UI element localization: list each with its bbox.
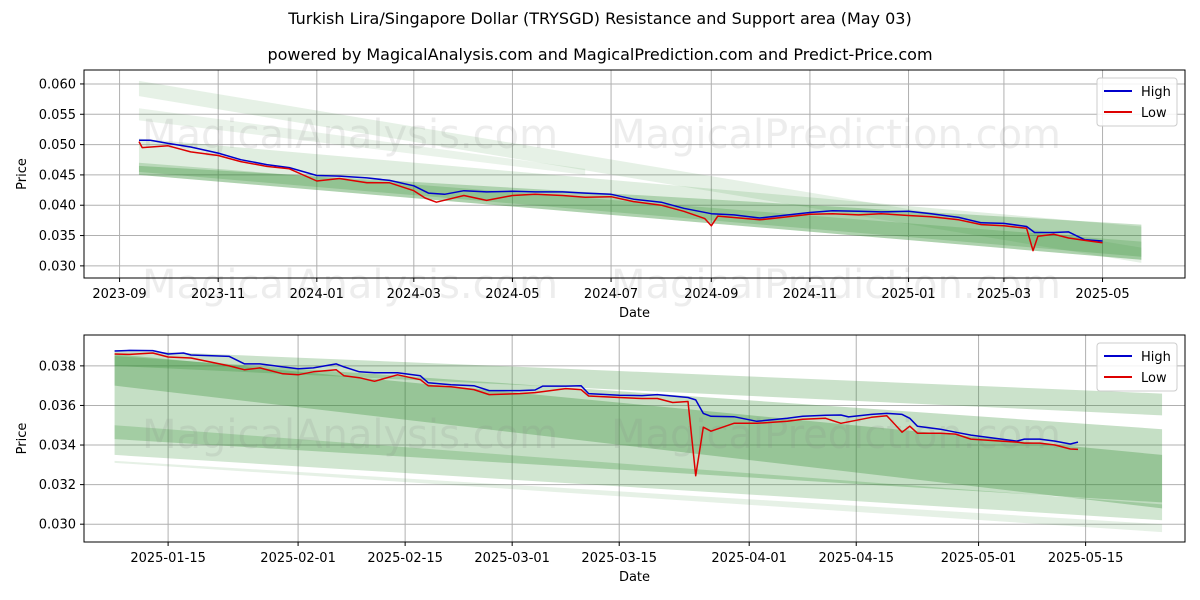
legend-label-high: High <box>1141 350 1171 365</box>
y-tick-label: 0.032 <box>39 478 76 493</box>
x-tick-label: 2024-09 <box>684 287 738 302</box>
x-tick-label: 2024-03 <box>387 287 441 302</box>
y-tick-label: 0.040 <box>39 199 76 214</box>
x-tick-label: 2025-04-15 <box>818 551 894 566</box>
watermark-prediction: MagicalPrediction.com <box>611 262 1061 308</box>
x-tick-label: 2024-05 <box>485 287 539 302</box>
x-tick-label: 2025-03-15 <box>581 551 657 566</box>
x-tick-label: 2023-11 <box>191 287 245 302</box>
chart-panel-1: MagicalAnalysis.com MagicalPrediction.com… <box>15 69 1186 321</box>
y-tick-label: 0.035 <box>39 229 76 244</box>
x-tick-label: 2025-03-01 <box>474 551 550 566</box>
watermark-prediction: MagicalPrediction.com <box>611 112 1061 158</box>
x-tick-label: 2025-05-01 <box>941 551 1017 566</box>
support-resistance-band <box>114 350 1163 416</box>
y-tick-label: 0.050 <box>39 138 76 153</box>
legend: High Low <box>1096 77 1178 127</box>
y-tick-label: 0.060 <box>39 77 76 92</box>
x-tick-label: 2023-09 <box>92 287 146 302</box>
support-resistance-band <box>138 165 1142 260</box>
chart-subtitle: powered by MagicalAnalysis.com and Magic… <box>267 45 933 64</box>
x-axis-label: Date <box>619 570 650 585</box>
x-tick-label: 2025-04-01 <box>711 551 787 566</box>
x-tick-label: 2024-11 <box>783 287 837 302</box>
x-axis-label: Date <box>619 306 650 321</box>
y-tick-label: 0.045 <box>39 168 76 183</box>
support-resistance-band <box>114 425 1163 521</box>
y-tick-label: 0.030 <box>39 259 76 274</box>
series-line-high <box>139 139 1103 242</box>
plot-frame <box>83 334 1186 543</box>
legend-label-high: High <box>1141 85 1171 100</box>
y-tick-label: 0.030 <box>39 518 76 533</box>
y-tick-label: 0.034 <box>39 439 76 454</box>
support-resistance-band <box>138 80 1142 263</box>
x-tick-label: 2025-03 <box>977 287 1031 302</box>
plot-frame <box>83 69 1186 279</box>
y-axis-label: Price <box>15 423 30 455</box>
support-resistance-band <box>114 353 1163 509</box>
watermark-analysis: MagicalAnalysis.com <box>142 262 558 308</box>
x-tick-label: 2025-02-01 <box>260 551 336 566</box>
x-tick-label: 2025-02-15 <box>367 551 443 566</box>
legend: High Low <box>1096 342 1178 392</box>
legend-label-low: Low <box>1141 106 1167 121</box>
legend-label-low: Low <box>1141 371 1167 386</box>
series-line-low <box>114 352 1079 477</box>
x-tick-label: 2024-07 <box>584 287 638 302</box>
y-axis-label: Price <box>15 158 30 190</box>
series-line-high <box>114 349 1079 445</box>
y-tick-label: 0.038 <box>39 359 76 374</box>
support-resistance-band <box>114 355 1163 503</box>
support-resistance-band <box>114 460 1163 533</box>
chart-panel-2: MagicalAnalysis.com MagicalPrediction.com… <box>15 334 1186 585</box>
watermark-analysis: MagicalAnalysis.com <box>142 412 558 458</box>
watermark-prediction: MagicalPrediction.com <box>611 412 1061 458</box>
x-tick-label: 2025-05 <box>1075 287 1129 302</box>
x-tick-label: 2025-01-15 <box>130 551 206 566</box>
y-tick-label: 0.036 <box>39 399 76 414</box>
y-tick-label: 0.055 <box>39 108 76 123</box>
watermark-analysis: MagicalAnalysis.com <box>142 112 558 158</box>
support-resistance-band <box>138 162 1142 257</box>
series-line-low <box>138 141 1103 252</box>
chart-title: Turkish Lira/Singapore Dollar (TRYSGD) R… <box>288 9 912 28</box>
x-tick-label: 2025-01 <box>881 287 935 302</box>
support-resistance-band <box>138 108 586 175</box>
x-tick-label: 2025-05-15 <box>1048 551 1124 566</box>
x-tick-label: 2024-01 <box>290 287 344 302</box>
